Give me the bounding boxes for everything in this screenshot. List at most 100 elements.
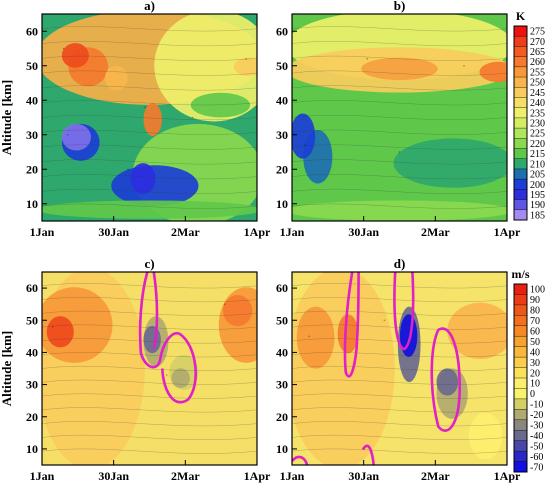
colorbar-label: 20 xyxy=(530,368,540,379)
y-tick-label: 10 xyxy=(276,197,288,211)
colorbar-swatch xyxy=(514,189,527,200)
contour-region xyxy=(447,302,507,359)
colorbar-swatch xyxy=(514,168,527,180)
colorbar-label: 275 xyxy=(530,27,545,38)
contour-line xyxy=(42,70,257,76)
contour-line xyxy=(42,283,257,289)
contour-line xyxy=(292,421,507,427)
y-tick-label: 40 xyxy=(26,93,38,107)
panel-title: c) xyxy=(144,256,154,271)
y-tick-label: 50 xyxy=(276,59,288,73)
y-tick-label: 30 xyxy=(276,378,288,392)
contour-line xyxy=(292,297,507,303)
contour-line xyxy=(42,144,257,150)
colorbar-swatch xyxy=(514,315,527,327)
colorbar-temperature: K 275270265260255250245240235230225220215… xyxy=(513,9,545,221)
contour-line xyxy=(292,188,507,194)
data-feature-point xyxy=(366,58,369,60)
x-tick-label: 1Apr xyxy=(244,225,271,239)
colorbar-unit: m/s xyxy=(512,267,530,281)
colorbar-swatch xyxy=(514,325,527,337)
x-tick-label: 30Jan xyxy=(348,469,379,483)
x-tick-label: 1Jan xyxy=(30,469,55,483)
colorbar-swatch xyxy=(514,440,527,452)
colorbar-label: -20 xyxy=(530,410,543,421)
zero-wind-contour xyxy=(292,455,309,465)
contour-region xyxy=(143,103,162,136)
x-tick-label: 2Mar xyxy=(421,225,450,239)
data-feature-point xyxy=(383,319,386,322)
colorbar-label: -50 xyxy=(530,441,543,452)
colorbar-swatch xyxy=(514,388,527,400)
panel-b: b) 10 20 30 40 50 60 1Jan 30Jan 2Mar 1Apr xyxy=(276,0,521,239)
contour-line xyxy=(42,188,257,194)
colorbar-swatch xyxy=(514,199,527,211)
contour-line xyxy=(292,203,507,209)
contour-region xyxy=(190,92,251,118)
colorbar-label: 255 xyxy=(530,67,545,78)
contour-line xyxy=(292,174,507,180)
colorbar-swatch xyxy=(514,451,527,462)
y-tick-label: 20 xyxy=(276,162,288,176)
y-tick-label: 60 xyxy=(276,281,288,295)
contour-line xyxy=(42,448,257,454)
data-feature-point xyxy=(67,133,69,136)
colorbar-label: 50 xyxy=(530,337,540,348)
colorbar-label: 60 xyxy=(530,327,540,338)
data-feature-point xyxy=(127,168,129,171)
y-tick-label: 60 xyxy=(26,24,38,38)
colorbar-frame xyxy=(513,25,528,221)
zero-wind-contour xyxy=(361,444,375,465)
contour-region xyxy=(468,412,503,460)
colorbar-swatch xyxy=(514,117,527,129)
colorbar-label: 260 xyxy=(530,57,545,68)
data-feature-point xyxy=(62,47,65,50)
contour-region xyxy=(337,314,359,354)
colorbar-swatch xyxy=(514,378,527,389)
y-tick-label: 50 xyxy=(26,313,38,327)
contour-region xyxy=(361,57,438,81)
colorbar-label: -30 xyxy=(530,421,543,432)
colorbar-label: 40 xyxy=(530,347,540,358)
contour-line xyxy=(42,393,257,399)
colorbar-label: 250 xyxy=(530,78,545,89)
contour-region xyxy=(61,123,91,151)
colorbar-label: 220 xyxy=(530,139,545,150)
x-tick-label: 2Mar xyxy=(171,225,200,239)
contour-line xyxy=(292,26,507,32)
colorbar-label: 90 xyxy=(530,295,540,306)
contour-region xyxy=(143,325,161,354)
colorbar-label: 210 xyxy=(530,159,545,170)
contour-line xyxy=(42,203,257,209)
contour-line xyxy=(292,159,507,165)
colorbar-swatch xyxy=(514,87,527,98)
colorbar-label: 245 xyxy=(530,88,545,99)
contour-line xyxy=(42,41,257,47)
colorbar-label: 265 xyxy=(530,47,545,58)
colorbar-label: 235 xyxy=(530,108,545,119)
zero-wind-contour xyxy=(138,272,197,404)
contour-line xyxy=(42,174,257,180)
colorbar-label: -10 xyxy=(530,400,543,411)
zero-wind-contour xyxy=(393,272,415,351)
zero-wind-contour xyxy=(152,272,159,350)
y-tick-label: 30 xyxy=(26,378,38,392)
colorbar-label: 195 xyxy=(530,190,545,201)
contour-line xyxy=(292,70,507,76)
contour-region xyxy=(296,306,335,369)
data-feature-point xyxy=(165,374,168,376)
data-feature-point xyxy=(223,303,226,305)
y-tick-label: 60 xyxy=(276,24,288,38)
data-feature-point xyxy=(308,335,311,338)
y-tick-label: 40 xyxy=(26,345,38,359)
colorbar-label: 205 xyxy=(530,170,545,181)
panel-title: d) xyxy=(394,256,406,271)
colorbar-label: 190 xyxy=(530,200,545,211)
contour-line xyxy=(292,448,507,454)
panel-title: a) xyxy=(144,0,155,13)
y-tick-label: 10 xyxy=(26,442,38,456)
x-tick-label: 1Jan xyxy=(280,225,305,239)
y-tick-label: 30 xyxy=(276,128,288,142)
colorbar-swatch xyxy=(514,148,527,160)
